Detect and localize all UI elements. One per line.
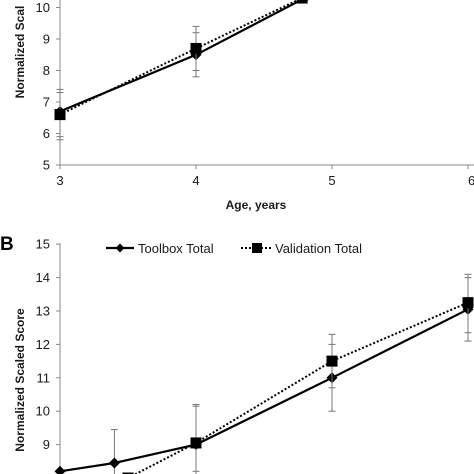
legend-marker-validation-total <box>252 243 262 253</box>
legend-label-toolbox-total: Toolbox Total <box>138 241 214 256</box>
panel-b-series-toolbox-total-marker <box>54 465 66 474</box>
panel-b-y-tick-label: 14 <box>36 270 50 285</box>
panel-b-series-validation-total-marker <box>462 297 474 309</box>
panel-a-y-tick-label: 10 <box>36 0 50 15</box>
panel-a-y-tick-label: 6 <box>43 126 50 141</box>
legend: Toolbox Total Validation Total <box>106 241 362 256</box>
panel-a-plot-area <box>54 0 309 141</box>
panel-a: Normalized Scal Age, years 5 6 7 8 9 10 3 4 5 6 <box>13 0 474 212</box>
panel-b-y-axis-title: Normalized Scaled Score <box>13 308 27 452</box>
panel-b-plot-area <box>54 273 474 474</box>
panel-b-label: B <box>0 234 14 255</box>
panel-a-x-tick-label: 4 <box>192 173 199 188</box>
panel-b-y-tick-label: 11 <box>37 370 51 385</box>
panel-a-y-axis-title: Normalized Scal <box>13 6 27 99</box>
panel-a-series-dotted-marker <box>54 109 66 121</box>
panel-a-x-tick-label: 3 <box>56 173 63 188</box>
panel-b-y-tick-label: 10 <box>36 404 50 419</box>
panel-a-x-tick-label: 6 <box>468 173 474 188</box>
panel-b: B Normalized Scaled Score Toolbox Total … <box>0 234 474 474</box>
panel-b-y-tick-label: 15 <box>36 237 50 252</box>
panel-a-x-axis-title: Age, years <box>226 198 287 212</box>
panel-b-y-tick-label: 12 <box>36 337 50 352</box>
panel-a-x-tick-label: 5 <box>328 173 335 188</box>
panel-a-y-tick-label: 9 <box>43 32 50 47</box>
panel-b-series-toolbox-total-marker <box>108 457 120 469</box>
panel-b-series-validation-total-marker <box>326 355 338 367</box>
panel-b-y-tick-label: 13 <box>36 304 50 319</box>
panel-a-y-tick-label: 8 <box>43 63 50 78</box>
legend-label-validation-total: Validation Total <box>275 241 362 256</box>
panel-a-y-tick-label: 7 <box>43 95 50 110</box>
panel-a-series-dotted-marker <box>190 42 202 54</box>
panel-b-series-toolbox-total-line <box>59 308 469 473</box>
legend-marker-toolbox-total <box>115 243 125 253</box>
panel-b-series-validation-total-marker <box>122 472 134 474</box>
panel-a-series-solid-line <box>59 0 304 113</box>
panel-a-y-tick-label: 5 <box>43 158 50 173</box>
panel-a-series-dotted-line <box>59 0 301 116</box>
panel-a-series-dotted-marker <box>296 0 308 4</box>
panel-b-series-validation-total-marker <box>190 437 202 449</box>
panel-b-y-tick-label: 9 <box>43 437 50 452</box>
panel-b-series-validation-total-line <box>133 301 469 474</box>
